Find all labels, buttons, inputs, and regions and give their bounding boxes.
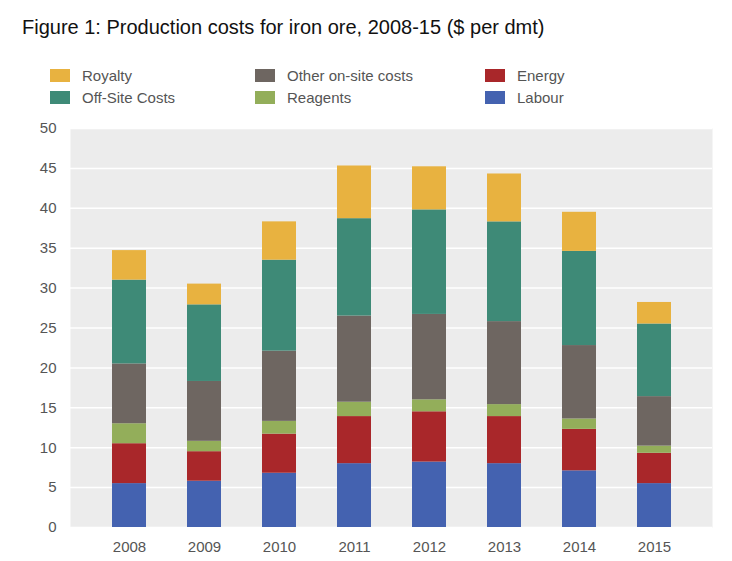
- html-text:Royalty: Royalty: [82, 66, 132, 84]
- svg-text:30: 30: [40, 279, 57, 296]
- html-text:Energy: Energy: [517, 66, 565, 84]
- svg-text:2011: 2011: [338, 538, 370, 555]
- html-text:Other on-site costs: Other on-site costs: [287, 66, 413, 84]
- svg-text:5: 5: [48, 478, 56, 495]
- svg-text:2008: 2008: [113, 538, 146, 555]
- html-text:Labour: Labour: [517, 88, 564, 106]
- svg-text:0: 0: [48, 518, 56, 535]
- html-text:Figure 1: Production costs for: Figure 1: Production costs for iron ore,…: [22, 16, 545, 38]
- html-text:Off-Site Costs: Off-Site Costs: [82, 88, 176, 106]
- svg-text:2012: 2012: [413, 538, 446, 555]
- svg-text:40: 40: [40, 199, 57, 216]
- html-text:Reagents: Reagents: [287, 88, 352, 106]
- svg-text:25: 25: [40, 319, 57, 336]
- svg-text:35: 35: [40, 239, 57, 256]
- svg-text:15: 15: [40, 399, 57, 416]
- svg-text:50: 50: [40, 119, 57, 136]
- svg-text:45: 45: [40, 159, 57, 176]
- svg-text:2015: 2015: [638, 538, 671, 555]
- svg-text:2013: 2013: [488, 538, 521, 555]
- svg-text:2010: 2010: [263, 538, 296, 555]
- svg-text:10: 10: [40, 439, 57, 456]
- svg-text:2014: 2014: [563, 538, 596, 555]
- svg-text:20: 20: [40, 359, 57, 376]
- svg-text:2009: 2009: [188, 538, 221, 555]
